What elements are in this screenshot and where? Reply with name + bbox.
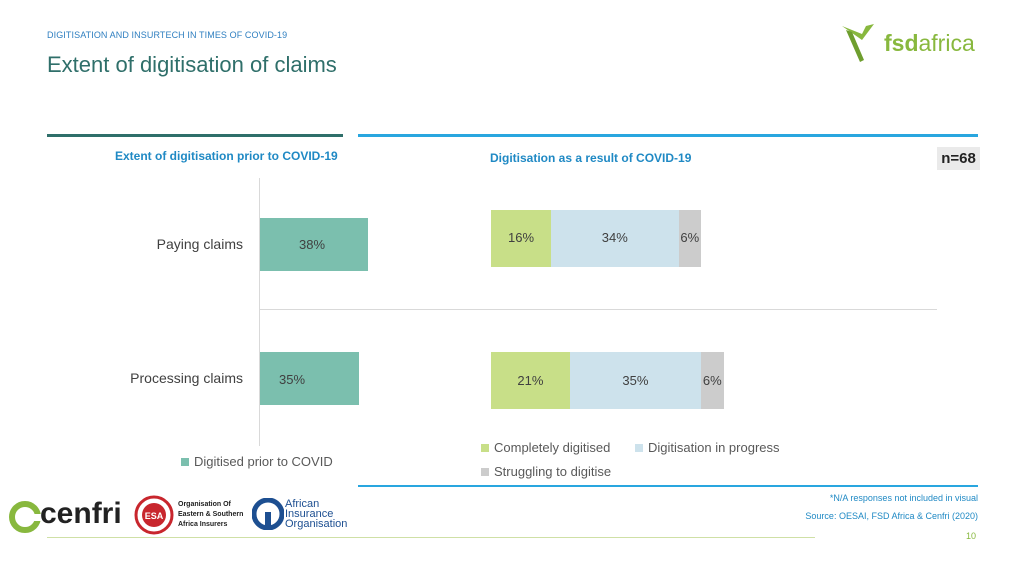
stacked-bar-segment: 6%: [701, 352, 724, 409]
category-separator: [259, 309, 937, 310]
right-panel-heading: Digitisation as a result of COVID-19: [490, 151, 692, 165]
stacked-bar: 16% 34% 6%: [491, 210, 701, 267]
stacked-bar-segment: 34%: [551, 210, 679, 267]
left-bar: [260, 352, 360, 405]
cenfri-logo: cenfri: [8, 497, 123, 537]
segment-label: 16%: [507, 230, 535, 245]
bottom-rule: [358, 485, 978, 487]
aio-name-line: Insurance: [285, 508, 334, 520]
aio-name-line: African: [285, 498, 320, 510]
fsd-africa-wordmark: fsdafrica: [884, 30, 975, 56]
left-panel-heading: Extent of digitisation prior to COVID-19: [115, 149, 338, 163]
legend-struggling: Struggling to digitise: [481, 464, 611, 479]
legend-swatch: [481, 443, 489, 452]
legend-label: Digitisation in progress: [648, 440, 780, 455]
category-label-processing: Processing claims: [130, 370, 243, 386]
oesai-name-line: Africa Insurers: [178, 521, 228, 528]
oesai-name-line: Eastern & Southern: [178, 511, 244, 518]
segment-label: 35%: [622, 373, 649, 388]
aio-name-line: Organisation: [285, 518, 348, 530]
chart-axis-line: [259, 178, 260, 446]
cenfri-mark-icon: [9, 501, 42, 533]
stacked-bar-segment: 16%: [491, 210, 551, 267]
stacked-bar-segment: 6%: [678, 210, 701, 267]
legend-in-progress: Digitisation in progress: [635, 440, 780, 455]
legend-swatch: [481, 467, 489, 476]
segment-label: 34%: [601, 230, 628, 245]
source-note: Source: OESAI, FSD Africa & Cenfri (2020…: [805, 511, 978, 521]
legend-label: Digitised prior to COVID: [194, 454, 333, 469]
left-bar-label: 35%: [279, 372, 306, 387]
svg-text:ESA: ESA: [145, 511, 164, 521]
page-number: 10: [966, 531, 977, 541]
segment-label: 6%: [680, 230, 700, 245]
oesai-name: Organisation Of Eastern & Southern Afric…: [178, 500, 243, 530]
sample-size-badge: n=68: [937, 147, 980, 170]
legend-label: Completely digitised: [494, 440, 611, 455]
aio-logo: African Insurance Organisation: [252, 498, 362, 534]
oesai-logo: ESA Organisation Of Eastern & Southern A…: [134, 495, 244, 537]
fsd-africa-logo: [842, 24, 874, 62]
right-panel-rule: [358, 134, 978, 137]
aio-mark-icon: [252, 498, 284, 530]
footnote-na: *N/A responses not included in visual: [829, 493, 978, 503]
page-title: Extent of digitisation of claims: [47, 52, 337, 77]
legend-swatch: [635, 443, 643, 452]
category-label-paying: Paying claims: [156, 236, 243, 252]
left-bar-label: 38%: [299, 237, 326, 252]
section-kicker: DIGITISATION AND INSURTECH IN TIMES OF C…: [47, 30, 288, 40]
oesai-name-line: Organisation Of: [178, 501, 231, 508]
oesai-seal-icon: ESA: [134, 495, 174, 535]
aio-name: African Insurance Organisation: [285, 498, 348, 530]
stacked-bar-segment: 21%: [491, 352, 570, 409]
stacked-bar-segment: 35%: [569, 352, 701, 409]
legend-swatch: [181, 457, 189, 466]
left-bar: [260, 218, 368, 271]
legend-completely-digitised: Completely digitised: [481, 440, 610, 455]
cenfri-wordmark: cenfri: [40, 497, 122, 530]
segment-label: 6%: [702, 373, 722, 388]
segment-label: 21%: [517, 373, 544, 388]
legend-digitised-prior: Digitised prior to COVID: [181, 454, 333, 469]
footer-line: [47, 537, 815, 538]
left-panel-rule: [47, 134, 343, 137]
stacked-bar: 21% 35% 6%: [491, 352, 724, 409]
legend-label: Struggling to digitise: [494, 464, 612, 479]
